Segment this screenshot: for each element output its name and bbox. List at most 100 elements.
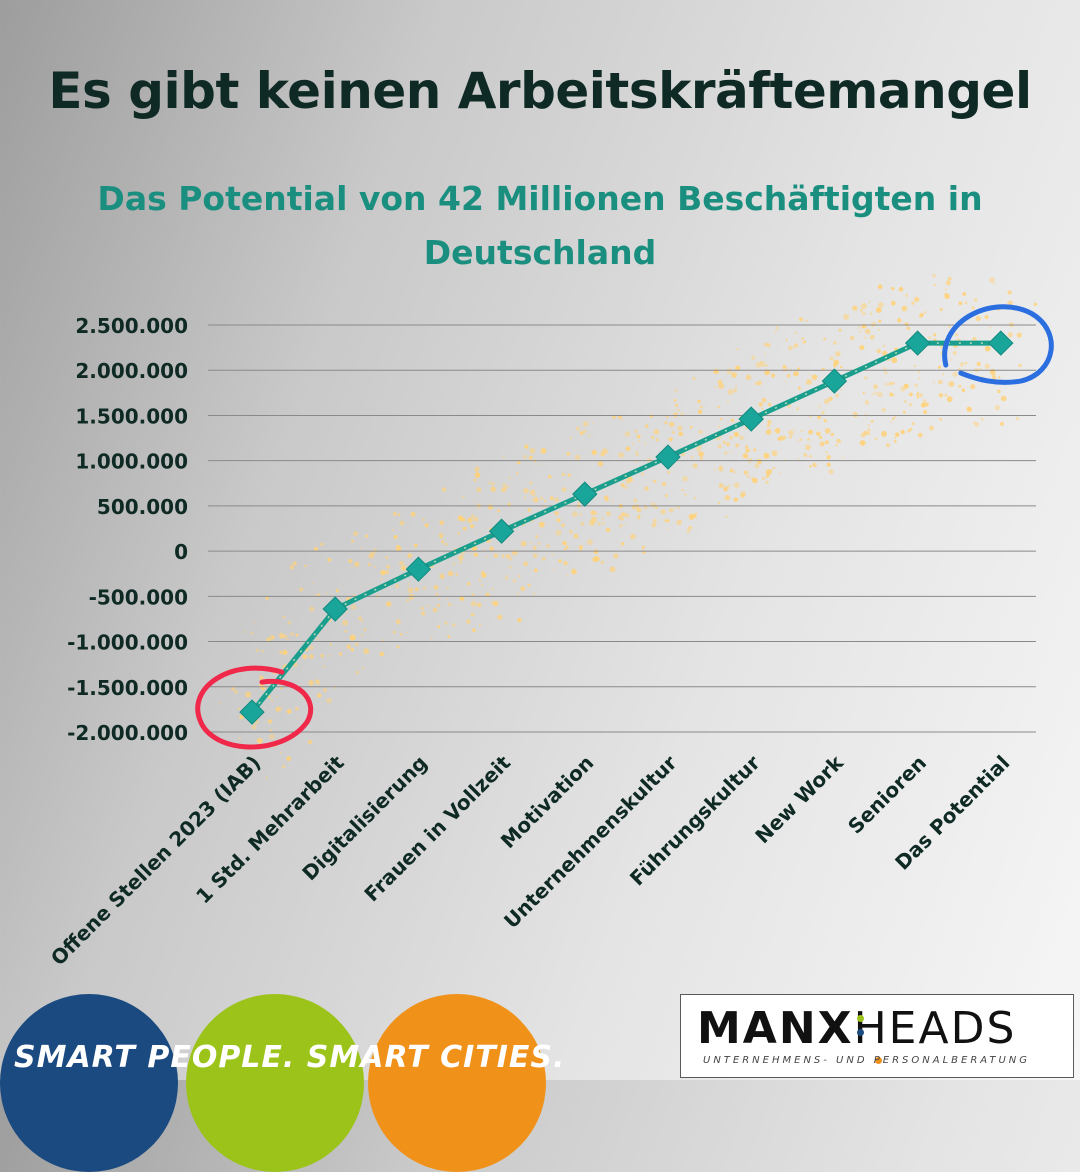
sparkle-dot xyxy=(824,398,830,405)
sparkle-dot xyxy=(733,482,740,489)
sparkle-dot xyxy=(843,313,850,320)
sparkle-dot xyxy=(644,442,647,445)
sparkle-dot xyxy=(833,340,837,345)
y-tick-label: 1.500.000 xyxy=(75,404,188,428)
sparkle-dot xyxy=(726,400,730,403)
sparkle-dot xyxy=(407,553,412,558)
sparkle-dot xyxy=(673,398,677,402)
sparkle-dot xyxy=(472,628,476,633)
sparkle-dot xyxy=(646,425,649,428)
sparkle-dot xyxy=(758,402,763,407)
sparkle-dot xyxy=(999,421,1005,426)
sparkle-dot xyxy=(433,585,439,590)
sparkle-dot xyxy=(937,365,942,369)
sparkle-dot xyxy=(697,399,701,404)
y-tick-label: -500.000 xyxy=(89,585,188,609)
sparkle-dot xyxy=(333,685,337,689)
sparkle-dot xyxy=(385,556,389,559)
sparkle-dot xyxy=(761,397,767,403)
sparkle-dot xyxy=(261,649,264,653)
sparkle-dot xyxy=(989,277,995,283)
sparkle-dot xyxy=(763,452,770,459)
sparkle-dot xyxy=(437,625,441,629)
sparkle-dot xyxy=(774,427,781,434)
sparkle-dot xyxy=(660,509,666,515)
sparkle-dot xyxy=(698,451,704,457)
sparkle-dot xyxy=(579,431,584,435)
sparkle-dot xyxy=(459,560,463,564)
sparkle-dot xyxy=(508,566,512,569)
sparkle-dot xyxy=(914,383,919,388)
sparkle-dot xyxy=(414,587,419,592)
sparkle-dot xyxy=(864,328,871,335)
sparkle-dot xyxy=(891,417,896,421)
sparkle-dot xyxy=(251,724,257,730)
sparkle-dot xyxy=(528,455,533,460)
y-axis-tick-labels: 2.500.000 2.000.000 1.500.000 1.000.000 500.… xyxy=(67,314,188,745)
sparkle-dot xyxy=(286,638,289,641)
sparkle-dot xyxy=(950,359,952,361)
sparkle-dot xyxy=(405,631,408,634)
sparkle-dot xyxy=(893,439,897,443)
sparkle-dot xyxy=(540,463,543,465)
sparkle-dot xyxy=(655,438,659,442)
sparkle-dot xyxy=(932,273,937,278)
sparkle-dot xyxy=(675,389,678,392)
sparkle-dot xyxy=(561,523,565,528)
sparkle-dot xyxy=(745,445,749,449)
sparkle-dot xyxy=(624,431,631,437)
sparkle-dot xyxy=(788,429,794,436)
sparkle-dot xyxy=(867,428,871,432)
x-tick-label: Frauen in Vollzeit xyxy=(359,750,515,906)
sparkle-dot xyxy=(889,392,894,397)
sparkle-dot xyxy=(621,512,626,517)
sparkle-dot xyxy=(316,636,319,640)
sparkle-dot xyxy=(842,456,844,459)
sparkle-dot xyxy=(373,565,376,568)
diamond-marker xyxy=(738,406,764,432)
sparkle-dot xyxy=(350,604,357,610)
sparkle-dot xyxy=(904,400,907,403)
sparkle-dot xyxy=(497,614,503,620)
sparkle-dot xyxy=(245,691,252,698)
sparkle-dot xyxy=(883,367,887,371)
sparkle-dot xyxy=(805,379,812,385)
sparkle-dot xyxy=(919,393,923,398)
sparkle-dot xyxy=(256,737,263,744)
sparkle-dot xyxy=(804,319,808,323)
sparkle-dot xyxy=(266,637,271,642)
sparkle-dot xyxy=(695,511,698,514)
sparkle-dot xyxy=(549,496,554,500)
sparkle-dot xyxy=(551,553,554,556)
sparkle-dot xyxy=(485,555,488,558)
sparkle-dot xyxy=(998,376,1001,379)
sparkle-dot xyxy=(779,472,781,474)
sparkle-dot xyxy=(275,707,280,712)
sparkle-dot xyxy=(520,540,527,547)
sparkle-dot xyxy=(954,333,959,337)
sparkle-dot xyxy=(623,484,628,490)
sparkle-dot xyxy=(358,616,362,620)
sparkle-dot xyxy=(946,396,953,403)
sparkle-dot xyxy=(329,643,332,646)
sparkle-dot xyxy=(601,517,604,520)
sparkle-dot xyxy=(447,602,452,607)
sparkle-dot xyxy=(1000,395,1007,402)
sparkle-dot xyxy=(873,384,878,390)
sparkle-dot xyxy=(491,486,497,493)
highlight-rings xyxy=(195,304,1054,750)
sparkle-dot xyxy=(420,606,424,611)
sparkle-dot xyxy=(455,573,459,576)
sparkle-dot xyxy=(309,654,314,659)
sparkle-dot xyxy=(667,528,670,530)
sparkle-dot xyxy=(832,363,838,368)
sparkle-dot xyxy=(754,463,760,469)
blue-circle-decoration xyxy=(0,994,178,1172)
sparkle-dot xyxy=(282,765,285,768)
sparkle-dot xyxy=(438,598,441,601)
sparkle-dot xyxy=(665,494,668,498)
sparkle-dot xyxy=(835,351,841,357)
sparkle-dot xyxy=(529,489,536,496)
sparkle-dot xyxy=(287,620,292,625)
sparkle-dot xyxy=(462,495,465,499)
